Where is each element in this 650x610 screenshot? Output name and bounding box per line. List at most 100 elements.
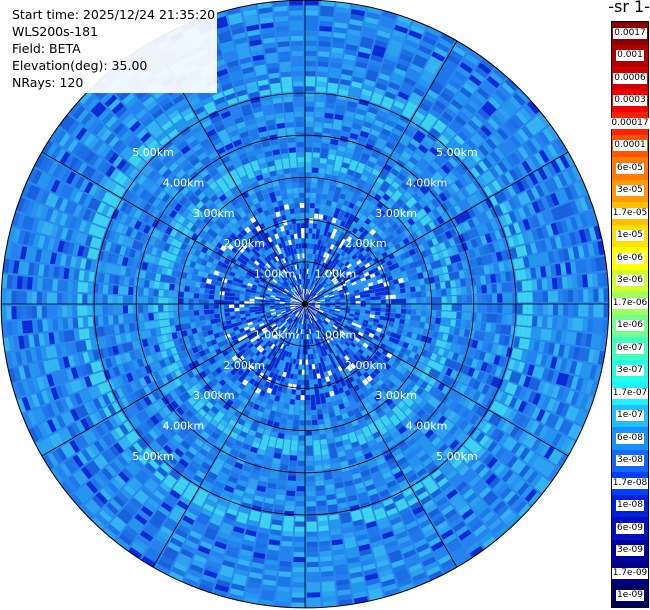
range-gate-cell [391, 274, 398, 280]
range-gate-cell [428, 221, 436, 230]
range-gate-cell [320, 439, 328, 445]
range-gate-cell [369, 379, 377, 387]
range-gate-cell [546, 278, 553, 290]
range-gate-cell [545, 413, 555, 427]
range-gate-cell [566, 275, 573, 289]
range-gate-cell [305, 187, 311, 193]
range-gate-cell [331, 47, 344, 54]
range-gate-cell [337, 254, 343, 261]
range-gate-cell [285, 308, 291, 312]
range-gate-cell [512, 114, 525, 128]
range-gate-cell [359, 464, 369, 473]
range-gate-cell [305, 238, 308, 244]
range-gate-cell [60, 481, 73, 496]
range-gate-cell [348, 276, 355, 281]
range-gate-cell [316, 81, 327, 88]
range-gate-cell [175, 481, 187, 491]
range-gate-cell [238, 355, 245, 362]
range-gate-cell [323, 319, 329, 325]
range-gate-cell [282, 525, 294, 532]
range-gate-cell [172, 485, 184, 496]
range-gate-cell [255, 350, 261, 357]
range-gate-cell [223, 427, 232, 436]
range-gate-cell [309, 323, 312, 329]
range-gate-cell [330, 352, 336, 358]
range-gate-cell [347, 318, 354, 322]
range-gate-cell [495, 446, 506, 459]
range-gate-cell [458, 529, 472, 541]
range-gate-cell [367, 106, 378, 115]
range-gate-cell [204, 392, 212, 401]
range-gate-cell [427, 164, 437, 175]
range-gate-cell [51, 468, 64, 483]
range-gate-cell [310, 389, 315, 395]
range-gate-cell [315, 314, 320, 319]
range-gate-cell [414, 396, 424, 405]
range-gate-cell [98, 408, 108, 421]
range-gate-cell [311, 177, 318, 183]
range-gate-cell [473, 524, 487, 537]
range-gate-cell [127, 480, 139, 493]
range-gate-cell [175, 528, 188, 539]
range-gate-cell [342, 287, 349, 292]
range-gate-cell [409, 138, 420, 148]
range-gate-cell [319, 346, 324, 352]
range-gate-cell [178, 477, 190, 487]
range-gate-cell [308, 296, 312, 301]
range-gate-cell [449, 369, 458, 379]
range-gate-cell [317, 293, 323, 297]
range-gate-cell [383, 334, 391, 341]
range-gate-cell [309, 207, 315, 214]
range-gate-cell [313, 379, 318, 385]
range-gate-cell [312, 322, 316, 328]
range-gate-cell [273, 339, 279, 345]
range-gate-cell [317, 378, 322, 384]
range-gate-cell [432, 142, 443, 153]
range-gate-cell [456, 262, 464, 271]
range-gate-cell [512, 235, 520, 247]
range-gate-cell [325, 169, 333, 175]
range-gate-cell [424, 136, 435, 146]
range-gate-cell [385, 312, 391, 317]
range-gate-cell [388, 374, 396, 382]
range-gate-cell [314, 298, 320, 301]
range-gate-cell [436, 392, 446, 402]
range-gate-cell [353, 407, 361, 415]
range-gate-cell [420, 310, 427, 316]
range-gate-cell [456, 190, 466, 201]
range-gate-cell [252, 348, 259, 355]
range-gate-cell [579, 196, 589, 212]
range-gate-cell [168, 355, 176, 364]
range-gate-cell [305, 248, 308, 254]
range-gate-cell [444, 199, 453, 210]
range-gate-cell [306, 506, 316, 512]
range-gate-cell [373, 87, 386, 96]
range-gate-cell [248, 343, 254, 349]
range-gate-cell [247, 400, 255, 408]
range-gate-cell [225, 423, 235, 432]
range-gate-cell [366, 525, 379, 534]
range-gate-cell [391, 230, 399, 238]
range-gate-cell [344, 355, 350, 361]
range-gate-cell [471, 115, 483, 128]
range-gate-cell [356, 56, 369, 64]
range-gate-cell [363, 364, 370, 372]
range-gate-cell [330, 334, 336, 340]
range-gate-cell [276, 437, 284, 444]
range-gate-cell [308, 228, 313, 234]
range-gate-cell [505, 472, 518, 486]
range-gate-cell [341, 162, 350, 169]
range-gate-cell [88, 400, 98, 413]
range-gate-cell [275, 390, 282, 397]
range-gate-cell [325, 253, 330, 259]
range-gate-cell [328, 321, 334, 327]
range-gate-cell [392, 418, 401, 427]
range-gate-cell [569, 200, 579, 215]
range-gate-cell [350, 308, 356, 312]
range-gate-cell [316, 265, 320, 271]
range-gate-cell [438, 500, 451, 512]
range-gate-cell [531, 215, 541, 228]
range-gate-cell [120, 508, 133, 521]
range-gate-cell [393, 202, 401, 211]
range-gate-cell [362, 378, 369, 386]
